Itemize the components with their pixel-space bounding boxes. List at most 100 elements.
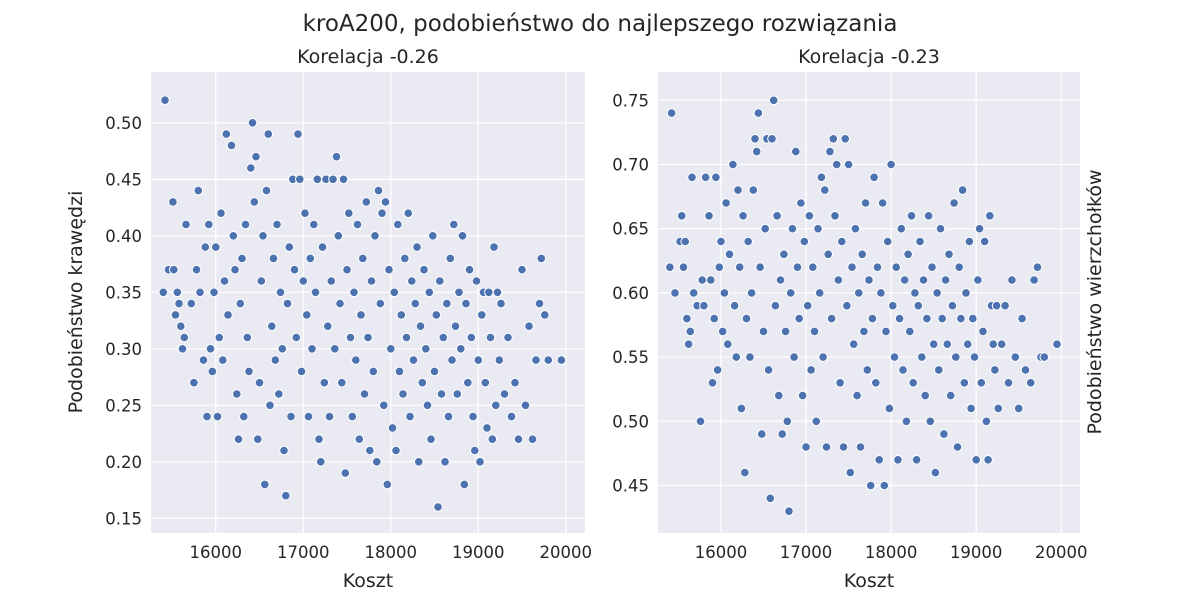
- right-scatter-point: [934, 365, 944, 375]
- left-scatter-point: [298, 276, 309, 286]
- right-scatter-point: [860, 198, 871, 208]
- right-scatter-point: [968, 313, 978, 324]
- right-scatter-point: [733, 185, 743, 195]
- left-scatter-point: [335, 298, 345, 309]
- right-scatter-point: [700, 172, 711, 183]
- left-scatter-point: [303, 411, 314, 422]
- right-scatter-point: [680, 236, 691, 247]
- right-scatter-point: [791, 146, 801, 157]
- right-scatter-point: [927, 262, 937, 273]
- left-scatter-point: [232, 389, 242, 399]
- right-scatter-point: [821, 442, 832, 452]
- left-scatter-point: [368, 366, 379, 377]
- right-scatter-point: [891, 262, 902, 273]
- left-scatter-point: [218, 355, 228, 365]
- left-x-tick-label: 19000: [452, 543, 505, 562]
- right-scatter-point: [797, 390, 808, 401]
- left-scatter-point: [377, 208, 387, 218]
- left-scatter-point: [556, 355, 567, 365]
- right-scatter-point: [758, 326, 769, 337]
- left-scatter-point: [314, 434, 324, 445]
- left-scatter-point: [317, 242, 328, 252]
- right-scatter-point: [850, 223, 861, 234]
- left-scatter-point: [442, 298, 452, 309]
- right-scatter-point: [709, 313, 720, 324]
- left-scatter-point: [295, 174, 305, 185]
- right-scatter-point: [814, 288, 825, 298]
- right-scatter-point: [944, 249, 954, 260]
- left-scatter-point: [503, 332, 513, 343]
- right-x-tick-label: 16000: [695, 543, 748, 562]
- right-scatter-point: [847, 262, 857, 273]
- left-scatter-point: [281, 490, 291, 501]
- right-scatter-point: [719, 288, 730, 298]
- left-scatter-point: [491, 400, 501, 411]
- right-scatter-point: [871, 378, 881, 388]
- right-scatter-point: [1032, 262, 1043, 273]
- left-scatter-point: [286, 411, 296, 422]
- left-scatter-point: [372, 457, 382, 467]
- right-scatter-point: [1000, 300, 1010, 311]
- left-scatter-point: [204, 219, 214, 230]
- left-scatter-point: [373, 185, 384, 196]
- left-scatter-point: [380, 197, 391, 207]
- right-scatter-point: [930, 467, 941, 478]
- right-scatter-point: [981, 416, 992, 427]
- right-scatter-point: [755, 262, 765, 273]
- left-scatter-point: [419, 264, 429, 275]
- left-scatter-point: [389, 287, 400, 298]
- left-scatter-point: [436, 389, 447, 399]
- left-scatter-point: [168, 197, 178, 207]
- left-scatter-point: [221, 129, 232, 139]
- right-scatter-point: [745, 352, 755, 362]
- right-scatter-point: [964, 236, 975, 247]
- left-scatter-point: [489, 242, 499, 252]
- left-scatter-point: [440, 457, 450, 467]
- left-scatter-point: [540, 310, 550, 320]
- right-scatter-point: [724, 249, 735, 260]
- right-scatter-point: [996, 339, 1007, 350]
- left-x-axis-label: Koszt: [343, 570, 393, 592]
- right-scatter-point: [915, 236, 925, 247]
- left-scatter-point: [268, 253, 279, 264]
- right-scatter-point: [683, 339, 694, 350]
- right-scatter-point: [985, 211, 995, 221]
- left-scatter-point: [205, 344, 216, 354]
- right-scatter-point: [792, 262, 803, 273]
- left-scatter-point: [267, 321, 277, 332]
- left-scatter-point: [249, 197, 260, 207]
- right-scatter-point: [794, 313, 805, 324]
- left-scatter-point: [431, 310, 442, 320]
- right-scatter-point: [677, 211, 687, 221]
- left-scatter-point: [405, 411, 415, 422]
- left-scatter-point: [174, 298, 184, 309]
- right-scatter-point: [969, 352, 980, 362]
- left-scatter-point: [487, 434, 498, 445]
- left-scatter-point: [527, 434, 538, 445]
- right-scatter-point: [990, 365, 1000, 375]
- left-scatter-point: [351, 355, 361, 365]
- right-x-tick-label: 19000: [950, 543, 1003, 562]
- left-scatter-point: [247, 118, 258, 128]
- right-scatter-point: [721, 198, 731, 208]
- right-scatter-point: [945, 390, 956, 401]
- left-scatter-point: [265, 400, 275, 411]
- left-scatter-point: [219, 276, 230, 286]
- right-scatter-point: [707, 378, 718, 388]
- right-scatter-point: [818, 352, 828, 362]
- left-scatter-point: [408, 355, 419, 365]
- left-scatter-point: [228, 231, 239, 241]
- right-plot-area: [658, 72, 1080, 533]
- right-scatter-point: [865, 480, 876, 491]
- left-scatter-point: [230, 264, 240, 275]
- left-scatter-point: [326, 276, 337, 286]
- right-scatter-point: [1025, 378, 1036, 388]
- right-scatter-point: [872, 262, 883, 273]
- left-scatter-point: [331, 151, 342, 162]
- right-scatter-point: [842, 300, 852, 311]
- left-scatter-point: [270, 355, 281, 365]
- left-scatter-point: [394, 366, 405, 377]
- right-panel: 16000 17000 18000 19000 20000 0.45 0.50 0.55 0.6…: [612, 46, 1106, 592]
- left-scatter-point: [211, 242, 221, 252]
- right-scatter-point: [777, 429, 788, 439]
